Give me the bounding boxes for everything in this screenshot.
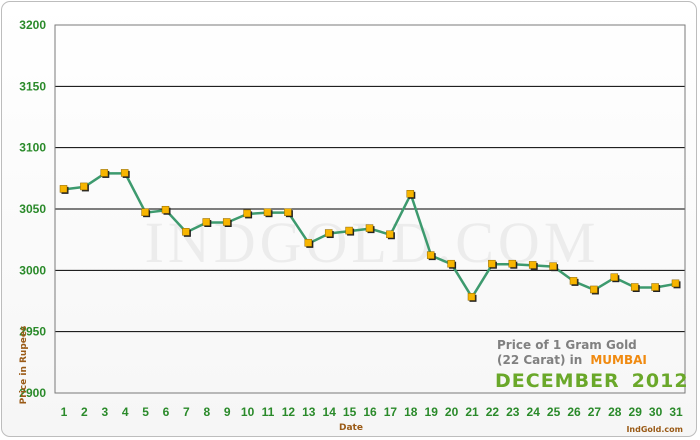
x-axis-label: Date (339, 423, 363, 433)
data-point (447, 259, 455, 268)
x-tick-label: 24 (527, 405, 541, 419)
brand-footer: IndGold.com (626, 425, 683, 434)
data-point (671, 279, 680, 288)
grid-lines (55, 85, 685, 333)
data-point (630, 283, 639, 291)
y-tick-label: 2900 (19, 386, 46, 400)
plot-area (54, 24, 686, 394)
data-point (386, 230, 394, 239)
data-point (590, 285, 598, 294)
x-tick-label: 16 (363, 405, 377, 419)
data-point (120, 169, 129, 177)
data-point (610, 273, 619, 281)
x-tick-label: 12 (282, 405, 296, 419)
data-point (243, 209, 251, 218)
data-point (569, 277, 578, 285)
caption-line1: Price of 1 Gram Gold (497, 338, 637, 352)
caption-month: DECEMBER (495, 370, 620, 392)
chart-caption: Price of 1 Gram Gold (22 Carat) in MUMBA… (495, 338, 689, 392)
y-tick-label: 3100 (19, 141, 46, 155)
x-tick-label: 14 (323, 405, 337, 419)
data-point (304, 239, 313, 247)
data-point (508, 259, 517, 268)
y-tick-label: 2950 (19, 325, 46, 339)
price-series (59, 169, 681, 302)
data-point (141, 208, 149, 216)
data-point (528, 261, 537, 269)
x-tick-label: 26 (567, 405, 581, 419)
data-point (182, 228, 190, 236)
x-tick-label: 25 (547, 405, 561, 419)
y-axis: 2900 2950 3000 3050 3100 3150 3200 (19, 18, 46, 400)
x-tick-label: 22 (486, 405, 500, 419)
x-tick-label: 31 (669, 405, 683, 419)
x-tick-label: 18 (404, 405, 418, 419)
data-point (284, 208, 292, 216)
x-tick-label: 17 (384, 405, 398, 419)
x-tick-label: 7 (183, 405, 190, 419)
data-point (365, 224, 374, 232)
x-tick-label: 11 (262, 405, 275, 419)
x-tick-label: 8 (203, 405, 210, 419)
data-point (651, 283, 659, 291)
x-tick-label: 23 (506, 405, 520, 419)
y-tick-label: 3050 (19, 202, 46, 216)
x-tick-label: 27 (588, 405, 602, 419)
y-tick-label: 3000 (19, 263, 46, 277)
caption-line2: (22 Carat) in MUMBAI (497, 351, 647, 368)
x-axis: 1 2 3 4 5 6 7 8 9 10 11 12 13 14 15 16 17 18 19 20 21 22 23 24 2… (61, 405, 683, 419)
data-point (161, 205, 170, 214)
x-tick-label: 15 (343, 405, 357, 419)
data-point (324, 229, 333, 237)
caption-city: MUMBAI (590, 353, 647, 367)
x-tick-label: 28 (608, 405, 622, 419)
x-tick-label: 6 (163, 405, 170, 419)
data-point (345, 226, 353, 235)
data-point (59, 185, 68, 193)
caption-year: 2012 (632, 370, 689, 392)
data-point (426, 251, 435, 259)
x-tick-label: 9 (224, 405, 231, 419)
data-point (549, 262, 557, 270)
x-tick-label: 5 (142, 405, 149, 419)
data-point (467, 293, 476, 301)
caption-carat: (22 Carat) in (497, 353, 582, 367)
x-tick-label: 10 (241, 405, 255, 419)
data-point (222, 218, 231, 226)
y-tick-label: 3150 (19, 79, 46, 93)
y-tick-label: 3200 (19, 18, 46, 32)
x-tick-label: 2 (81, 405, 88, 419)
x-tick-label: 19 (425, 405, 439, 419)
x-tick-label: 1 (61, 405, 68, 419)
x-tick-label: 3 (101, 405, 108, 419)
x-tick-label: 29 (629, 405, 643, 419)
x-tick-label: 4 (122, 405, 129, 419)
data-point (406, 190, 415, 198)
x-tick-label: 21 (465, 405, 479, 419)
data-point (488, 259, 496, 268)
caption-month-line: DECEMBER 2012 (495, 370, 689, 392)
data-point (263, 208, 272, 216)
data-point (100, 169, 109, 177)
y-axis-label: Price in Rupees (19, 326, 29, 405)
data-point (202, 218, 211, 226)
x-tick-label: 13 (302, 405, 316, 419)
x-tick-label: 20 (445, 405, 459, 419)
data-point (80, 182, 88, 191)
x-tick-label: 30 (649, 405, 663, 419)
